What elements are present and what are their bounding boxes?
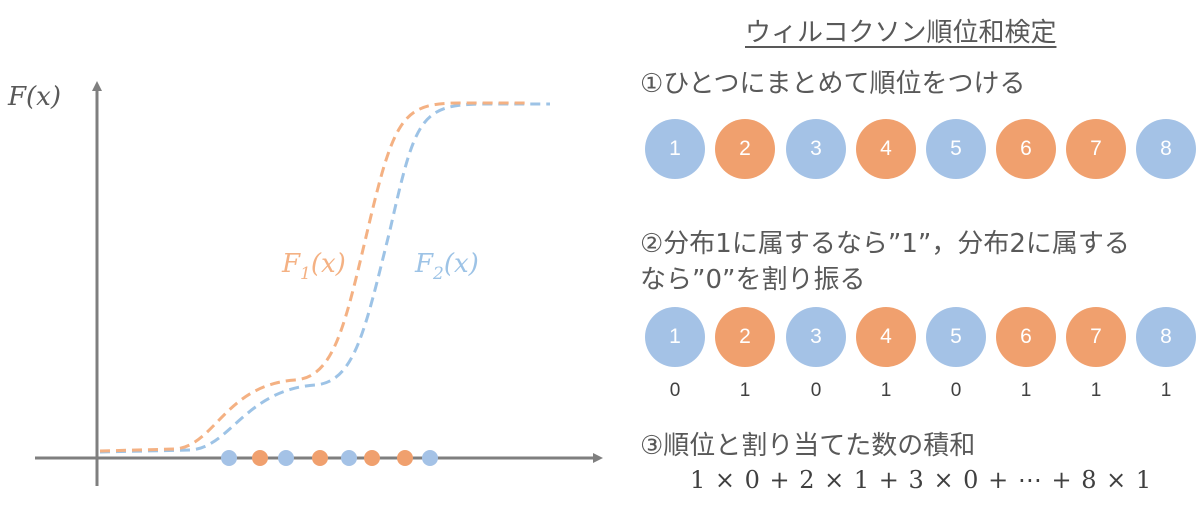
rank-sum-formula: 1 × 0 + 2 × 1 + 3 × 0 + ⋯ + 8 × 1	[690, 466, 1153, 494]
sample-point-8	[422, 450, 438, 466]
cdf-curve-2	[99, 102, 550, 454]
assigned-value-8: 1	[1160, 380, 1172, 401]
rank-circle-4: 4	[856, 307, 916, 367]
assigned-value-7: 1	[1090, 380, 1102, 401]
sample-point-7	[397, 450, 413, 466]
rank-circle-8: 8	[1136, 119, 1196, 179]
step-2-text-line-1: ②分布1に属するなら”1”，分布2に属する	[640, 229, 1130, 259]
sample-point-6	[364, 450, 380, 466]
assigned-value-4: 1	[880, 380, 892, 401]
assigned-value-3: 0	[810, 380, 822, 401]
rank-circle-8: 8	[1136, 307, 1196, 367]
page-title: ウィルコクソン順位和検定	[745, 18, 1057, 48]
cdf-plot: F(x) F1(x) F2(x)	[7, 81, 603, 486]
curve-1-label: F1(x)	[281, 249, 346, 284]
step-1-text: ①ひとつにまとめて順位をつける	[640, 69, 1026, 99]
step-2-text-line-2: なら”0”を割り振る	[640, 265, 866, 295]
rank-circle-3: 3	[786, 307, 846, 367]
assigned-values-row: 0 1 0 1 0 1 1 1	[645, 380, 1200, 406]
assigned-value-5: 0	[950, 380, 962, 401]
sample-points	[221, 450, 438, 466]
sample-point-4	[312, 450, 328, 466]
rank-circle-7: 7	[1066, 307, 1126, 367]
rank-circle-4: 4	[856, 119, 916, 179]
rank-circle-1: 1	[645, 119, 705, 179]
curve-2-label: F2(x)	[414, 249, 479, 284]
rank-circle-5: 5	[926, 119, 986, 179]
assigned-value-2: 1	[739, 380, 751, 401]
rank-circle-6: 6	[996, 307, 1056, 367]
sample-point-2	[252, 450, 268, 466]
sample-point-3	[278, 450, 294, 466]
step-3-text: ③順位と割り当てた数の積和	[640, 431, 976, 461]
sample-point-5	[341, 450, 357, 466]
assigned-value-1: 0	[669, 380, 681, 401]
rank-circle-3: 3	[786, 119, 846, 179]
rank-circle-7: 7	[1066, 119, 1126, 179]
rank-circle-1: 1	[645, 307, 705, 367]
rank-circle-2: 2	[715, 307, 775, 367]
rank-circle-6: 6	[996, 119, 1056, 179]
assigned-value-6: 1	[1020, 380, 1032, 401]
sample-point-1	[221, 450, 237, 466]
rank-circle-5: 5	[926, 307, 986, 367]
rank-circle-2: 2	[715, 119, 775, 179]
y-axis-label: F(x)	[7, 82, 61, 112]
cdf-curve-1	[99, 101, 530, 453]
